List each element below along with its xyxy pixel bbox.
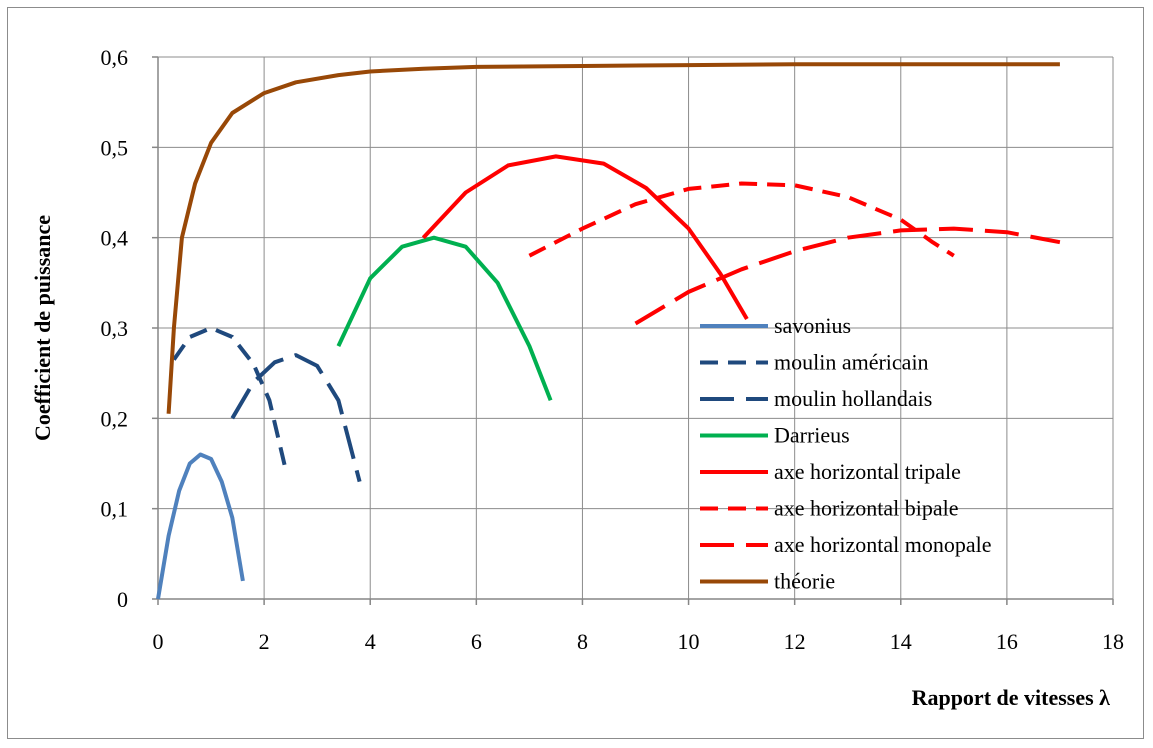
y-tick-label: 0,1 bbox=[101, 497, 129, 522]
series-line-3 bbox=[336, 235, 553, 402]
x-axis-title: Rapport de vitesses λ bbox=[912, 685, 1111, 710]
y-tick-label: 0,4 bbox=[101, 226, 129, 251]
chart-frame bbox=[7, 7, 1144, 739]
x-tick-label: 14 bbox=[890, 629, 912, 654]
legend-label: théorie bbox=[774, 569, 835, 594]
x-tick-label: 0 bbox=[153, 629, 164, 654]
series-line-2 bbox=[230, 353, 362, 483]
series-line-6 bbox=[634, 226, 1061, 326]
x-tick-label: 4 bbox=[365, 629, 376, 654]
series-line-5 bbox=[528, 181, 955, 258]
x-tick-label: 8 bbox=[577, 629, 588, 654]
legend-label: savonius bbox=[774, 313, 851, 338]
series-line-7 bbox=[166, 62, 1060, 414]
x-tick-label: 12 bbox=[784, 629, 806, 654]
y-tick-label: 0,2 bbox=[101, 406, 129, 431]
legend-label: axe horizontal bipale bbox=[774, 496, 958, 521]
legend: savonius moulin américain moulin hollandai… bbox=[700, 313, 991, 594]
y-tick-labels: 0 0,1 0,2 0,3 0,4 0,5 0,6 bbox=[101, 45, 158, 612]
y-axis-title: Coefficient de puissance bbox=[30, 215, 55, 441]
y-tick-label: 0,3 bbox=[101, 316, 129, 341]
x-tick-label: 2 bbox=[259, 629, 270, 654]
y-tick-label: 0 bbox=[117, 587, 128, 612]
series-line-4 bbox=[421, 154, 749, 321]
legend-label: moulin hollandais bbox=[774, 386, 932, 411]
y-tick-label: 0,5 bbox=[101, 135, 129, 160]
x-tick-label: 6 bbox=[471, 629, 482, 654]
legend-label: axe horizontal tripale bbox=[774, 459, 961, 484]
series-lines bbox=[156, 62, 1061, 600]
x-tick-label: 10 bbox=[678, 629, 700, 654]
x-tick-label: 18 bbox=[1102, 629, 1124, 654]
legend-label: axe horizontal monopale bbox=[774, 532, 991, 557]
x-tick-label: 16 bbox=[996, 629, 1018, 654]
series-line-1 bbox=[172, 326, 288, 469]
legend-label: Darrieus bbox=[774, 423, 850, 448]
y-tick-label: 0,6 bbox=[101, 45, 129, 70]
x-tick-labels: 0 2 4 6 8 10 12 14 16 18 bbox=[153, 599, 1124, 654]
gridlines bbox=[157, 56, 1114, 600]
legend-label: moulin américain bbox=[774, 350, 929, 375]
series-line-0 bbox=[156, 452, 245, 600]
